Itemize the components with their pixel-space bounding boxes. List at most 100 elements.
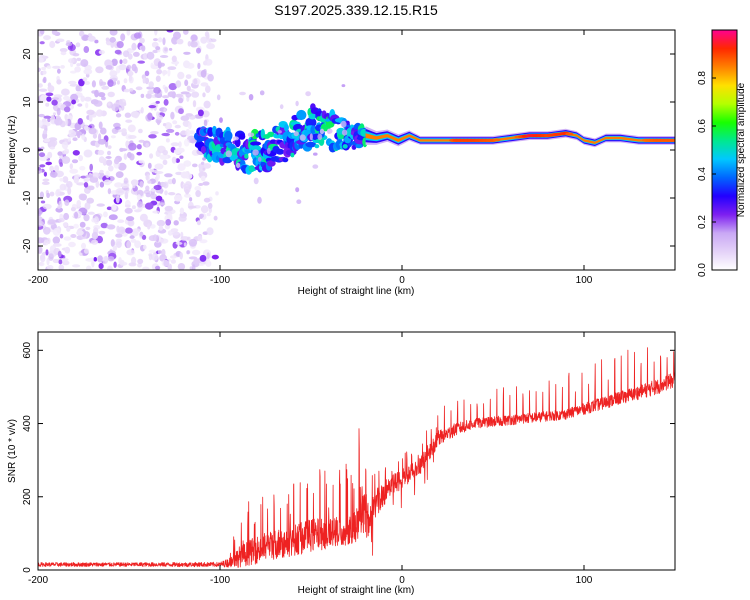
- noise-blob: [167, 213, 173, 220]
- y-tick-label: -10: [22, 190, 33, 205]
- noise-blob: [171, 177, 176, 185]
- noise-blob: [79, 30, 85, 37]
- noise-blob: [183, 138, 190, 147]
- noise-blob: [132, 228, 141, 234]
- noise-blob: [126, 216, 135, 222]
- noise-blob: [86, 109, 95, 116]
- noise-blob: [122, 58, 128, 65]
- noise-blob: [115, 113, 122, 118]
- noise-blob: [134, 209, 142, 213]
- x-tick-label: -200: [28, 275, 48, 286]
- y-tick-label: -20: [22, 238, 33, 253]
- noise-blob: [52, 243, 62, 247]
- noise-blob: [131, 205, 136, 210]
- noise-blob: [73, 223, 79, 229]
- noise-blob: [198, 183, 204, 186]
- noise-blob: [131, 256, 137, 265]
- scatter-blob: [319, 128, 325, 135]
- noise-blob: [207, 73, 214, 82]
- colorbar-tick-label: 0.6: [697, 119, 708, 133]
- ridge-blob: [283, 123, 289, 132]
- noise-blob: [43, 35, 51, 41]
- noise-blob: [114, 126, 122, 130]
- noise-blob: [167, 69, 171, 77]
- scatter-blob: [327, 128, 333, 134]
- noise-blob: [107, 188, 112, 195]
- noise-blob: [185, 74, 192, 79]
- noise-blob: [131, 42, 137, 51]
- noise-blob: [54, 117, 63, 126]
- noise-blob: [167, 178, 174, 185]
- snr-panel: -200 -100 0 100 0 200 400 600 Height of straigh…: [7, 331, 676, 596]
- noise-blob: [156, 69, 163, 75]
- noise-blob: [178, 215, 187, 222]
- scatter-blob: [295, 187, 300, 193]
- noise-blob: [183, 51, 191, 55]
- ridge-blob: [325, 121, 335, 128]
- noise-blob: [213, 215, 218, 221]
- noise-blob: [123, 153, 128, 160]
- noise-blob: [38, 210, 44, 215]
- noise-blob: [63, 106, 71, 113]
- noise-blob: [38, 246, 43, 254]
- noise-blob: [191, 91, 200, 98]
- noise-blob: [43, 76, 47, 84]
- noise-blob: [153, 38, 158, 42]
- noise-blob: [74, 66, 81, 73]
- ridge-blob: [282, 157, 289, 163]
- noise-blob: [193, 78, 198, 85]
- noise-blob: [120, 33, 126, 42]
- x-tick-label: -200: [28, 575, 48, 586]
- noise-blob: [164, 205, 173, 212]
- ridge-blob: [234, 138, 241, 148]
- noise-blob: [187, 121, 192, 130]
- noise-blob: [162, 37, 166, 46]
- noise-blob: [62, 222, 68, 227]
- noise-blob: [42, 203, 52, 210]
- noise-blob: [136, 144, 142, 150]
- noise-blob: [98, 50, 105, 55]
- noise-blob: [129, 49, 134, 53]
- ridge-blob: [355, 143, 363, 149]
- noise-blob: [63, 236, 72, 241]
- noise-blob: [115, 171, 124, 179]
- noise-blob: [152, 234, 158, 241]
- noise-blob: [179, 252, 183, 260]
- noise-blob: [139, 181, 144, 188]
- noise-blob: [47, 85, 55, 93]
- noise-blob: [197, 62, 201, 70]
- noise-blob: [185, 128, 191, 137]
- noise-blob: [105, 65, 113, 70]
- noise-blob: [172, 120, 178, 125]
- noise-blob: [180, 91, 190, 95]
- noise-blob: [72, 53, 80, 57]
- noise-blob: [53, 94, 63, 98]
- noise-blob: [145, 185, 150, 192]
- noise-blob: [180, 236, 189, 241]
- noise-blob: [206, 227, 214, 236]
- noise-blob: [189, 197, 193, 202]
- noise-blob: [206, 252, 210, 260]
- noise-blob: [184, 79, 189, 87]
- scatter-blob: [305, 91, 311, 97]
- noise-blob: [98, 263, 104, 270]
- noise-blob: [117, 162, 127, 171]
- noise-blob: [100, 81, 107, 86]
- noise-blob: [81, 242, 86, 250]
- scatter-blob: [296, 199, 302, 204]
- noise-blob: [72, 137, 78, 142]
- x-tick-label: 100: [576, 275, 593, 286]
- y-tick-label: 0: [22, 567, 33, 573]
- noise-blob: [98, 230, 106, 235]
- noise-blob: [38, 262, 45, 267]
- noise-blob: [159, 55, 169, 58]
- noise-blob: [66, 226, 71, 232]
- colorbar-label: Normalized spectral amplitude: [736, 82, 747, 217]
- noise-blob: [157, 250, 162, 254]
- scatter-blob: [313, 152, 318, 156]
- noise-blob: [148, 105, 157, 109]
- noise-blob: [148, 254, 153, 261]
- noise-blob: [57, 151, 63, 156]
- noise-blob: [183, 242, 187, 247]
- noise-blob: [144, 77, 150, 85]
